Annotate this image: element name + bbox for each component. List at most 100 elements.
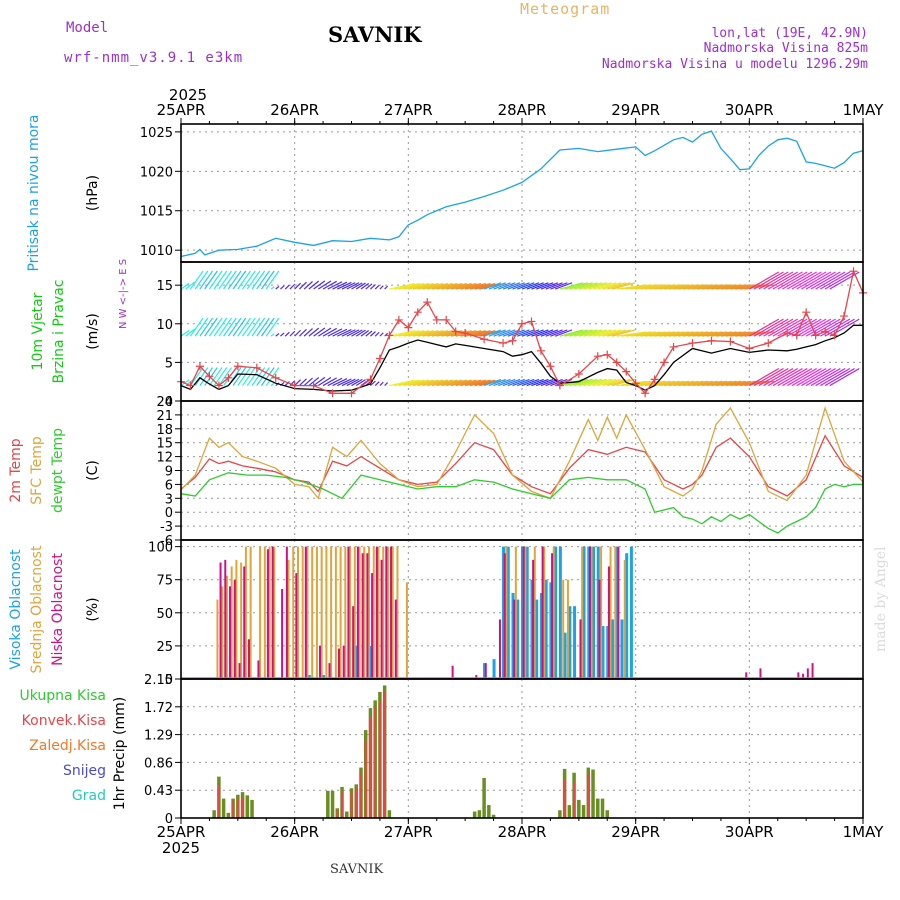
wind-arrow xyxy=(303,281,313,290)
wind-arrow xyxy=(654,380,685,387)
wind-arrow xyxy=(303,377,313,387)
wind-arrow xyxy=(427,330,453,337)
gust-marker xyxy=(574,369,583,378)
wind-arrow xyxy=(564,329,588,337)
bar xyxy=(342,645,345,679)
bar xyxy=(609,546,612,679)
wind-arrow xyxy=(725,284,756,290)
gust-marker xyxy=(783,329,792,338)
bar xyxy=(352,606,355,679)
wind-arrow xyxy=(446,330,472,337)
gust-marker xyxy=(186,381,195,390)
wind-arrow xyxy=(796,368,827,387)
wind-arrow xyxy=(256,317,270,337)
gust-marker xyxy=(707,336,716,345)
wind-arrow xyxy=(554,329,573,337)
wind-arrow xyxy=(663,331,694,337)
gust-marker xyxy=(290,381,299,390)
wind-arrow xyxy=(777,271,808,290)
bar xyxy=(797,672,800,679)
x-tick-label-bottom: 27APR xyxy=(384,823,433,841)
wind-arrow xyxy=(540,282,559,290)
wind-arrow xyxy=(626,380,656,387)
wind-arrow xyxy=(270,333,275,337)
wind-arrow xyxy=(796,318,827,337)
wind-arrow xyxy=(654,331,685,337)
wind-arrow xyxy=(526,378,544,387)
bar xyxy=(281,588,284,679)
gust-marker xyxy=(745,344,754,353)
y-tick-label: 15 xyxy=(156,437,173,452)
bar xyxy=(369,717,372,818)
gust-marker xyxy=(442,315,451,324)
wind-arrow xyxy=(204,270,218,290)
gust-marker xyxy=(233,362,242,371)
bar xyxy=(513,599,516,679)
bar xyxy=(498,619,501,679)
wind-arrow xyxy=(791,368,822,387)
wind-arrow xyxy=(256,270,270,290)
elevation-label: Nadmorska Visina 825m xyxy=(703,41,868,56)
wind-arrow xyxy=(796,271,827,290)
bar xyxy=(607,566,610,679)
wind-arrow xyxy=(659,331,690,337)
wind-arrow xyxy=(256,367,270,386)
wind-arrow xyxy=(465,283,491,290)
bar xyxy=(364,740,367,818)
wind-arrow xyxy=(663,380,694,387)
wind-arrow xyxy=(498,378,516,387)
bar xyxy=(368,546,371,679)
wind-arrow xyxy=(303,328,313,337)
bar xyxy=(232,801,235,818)
bar xyxy=(563,632,567,679)
gust-marker xyxy=(309,381,318,390)
wind-arrow xyxy=(318,280,332,290)
wind-arrow xyxy=(308,377,320,387)
wind-arrow xyxy=(384,332,389,337)
wind-arrow xyxy=(569,282,593,290)
x-tick-label-top: 29APR xyxy=(611,101,660,119)
y-tick-label: 1.29 xyxy=(144,729,173,744)
wind-arrow xyxy=(763,271,794,290)
wind-arrow xyxy=(208,317,223,337)
series-line-brzina xyxy=(180,324,863,392)
panel-axis-label: 2m Temp xyxy=(8,438,24,502)
wind-arrow xyxy=(758,368,789,387)
wind-arrow xyxy=(213,317,228,337)
bar xyxy=(337,648,340,679)
bar xyxy=(596,798,600,818)
bar xyxy=(383,691,386,818)
wind-arrow xyxy=(763,318,794,337)
gust-marker xyxy=(849,267,858,276)
wind-arrow xyxy=(545,282,563,290)
wind-arrow xyxy=(602,329,626,337)
wind-arrow xyxy=(246,317,261,337)
wind-arrow xyxy=(824,368,855,387)
wind-arrow xyxy=(588,329,612,337)
wind-arrow xyxy=(645,284,675,290)
wind-arrow xyxy=(403,330,430,337)
panel-axis-label: 10m Vjetar xyxy=(30,292,46,370)
wind-arrow xyxy=(488,282,506,290)
bar xyxy=(341,792,344,818)
precip-legend-label: Snijeg xyxy=(63,763,106,779)
wind-arrow xyxy=(540,329,559,337)
wind-arrow xyxy=(483,282,502,290)
y-tick-label: 0 xyxy=(165,395,173,410)
y-tick-label: 15 xyxy=(156,279,173,294)
bar xyxy=(257,660,260,679)
bar xyxy=(577,799,581,818)
panel-labels: Pritisak na nivou mora (hPa) xyxy=(26,114,101,271)
wind-arrow xyxy=(180,282,190,290)
bar xyxy=(226,812,231,818)
bar xyxy=(356,546,359,679)
gust-marker xyxy=(840,312,849,321)
bar xyxy=(598,579,601,679)
bar xyxy=(482,777,486,818)
gust-marker xyxy=(764,339,773,348)
gust-marker xyxy=(631,379,640,388)
gust-marker xyxy=(536,346,545,355)
bar xyxy=(285,546,288,679)
wind-arrow xyxy=(185,281,196,290)
wind-arrow xyxy=(318,377,332,387)
